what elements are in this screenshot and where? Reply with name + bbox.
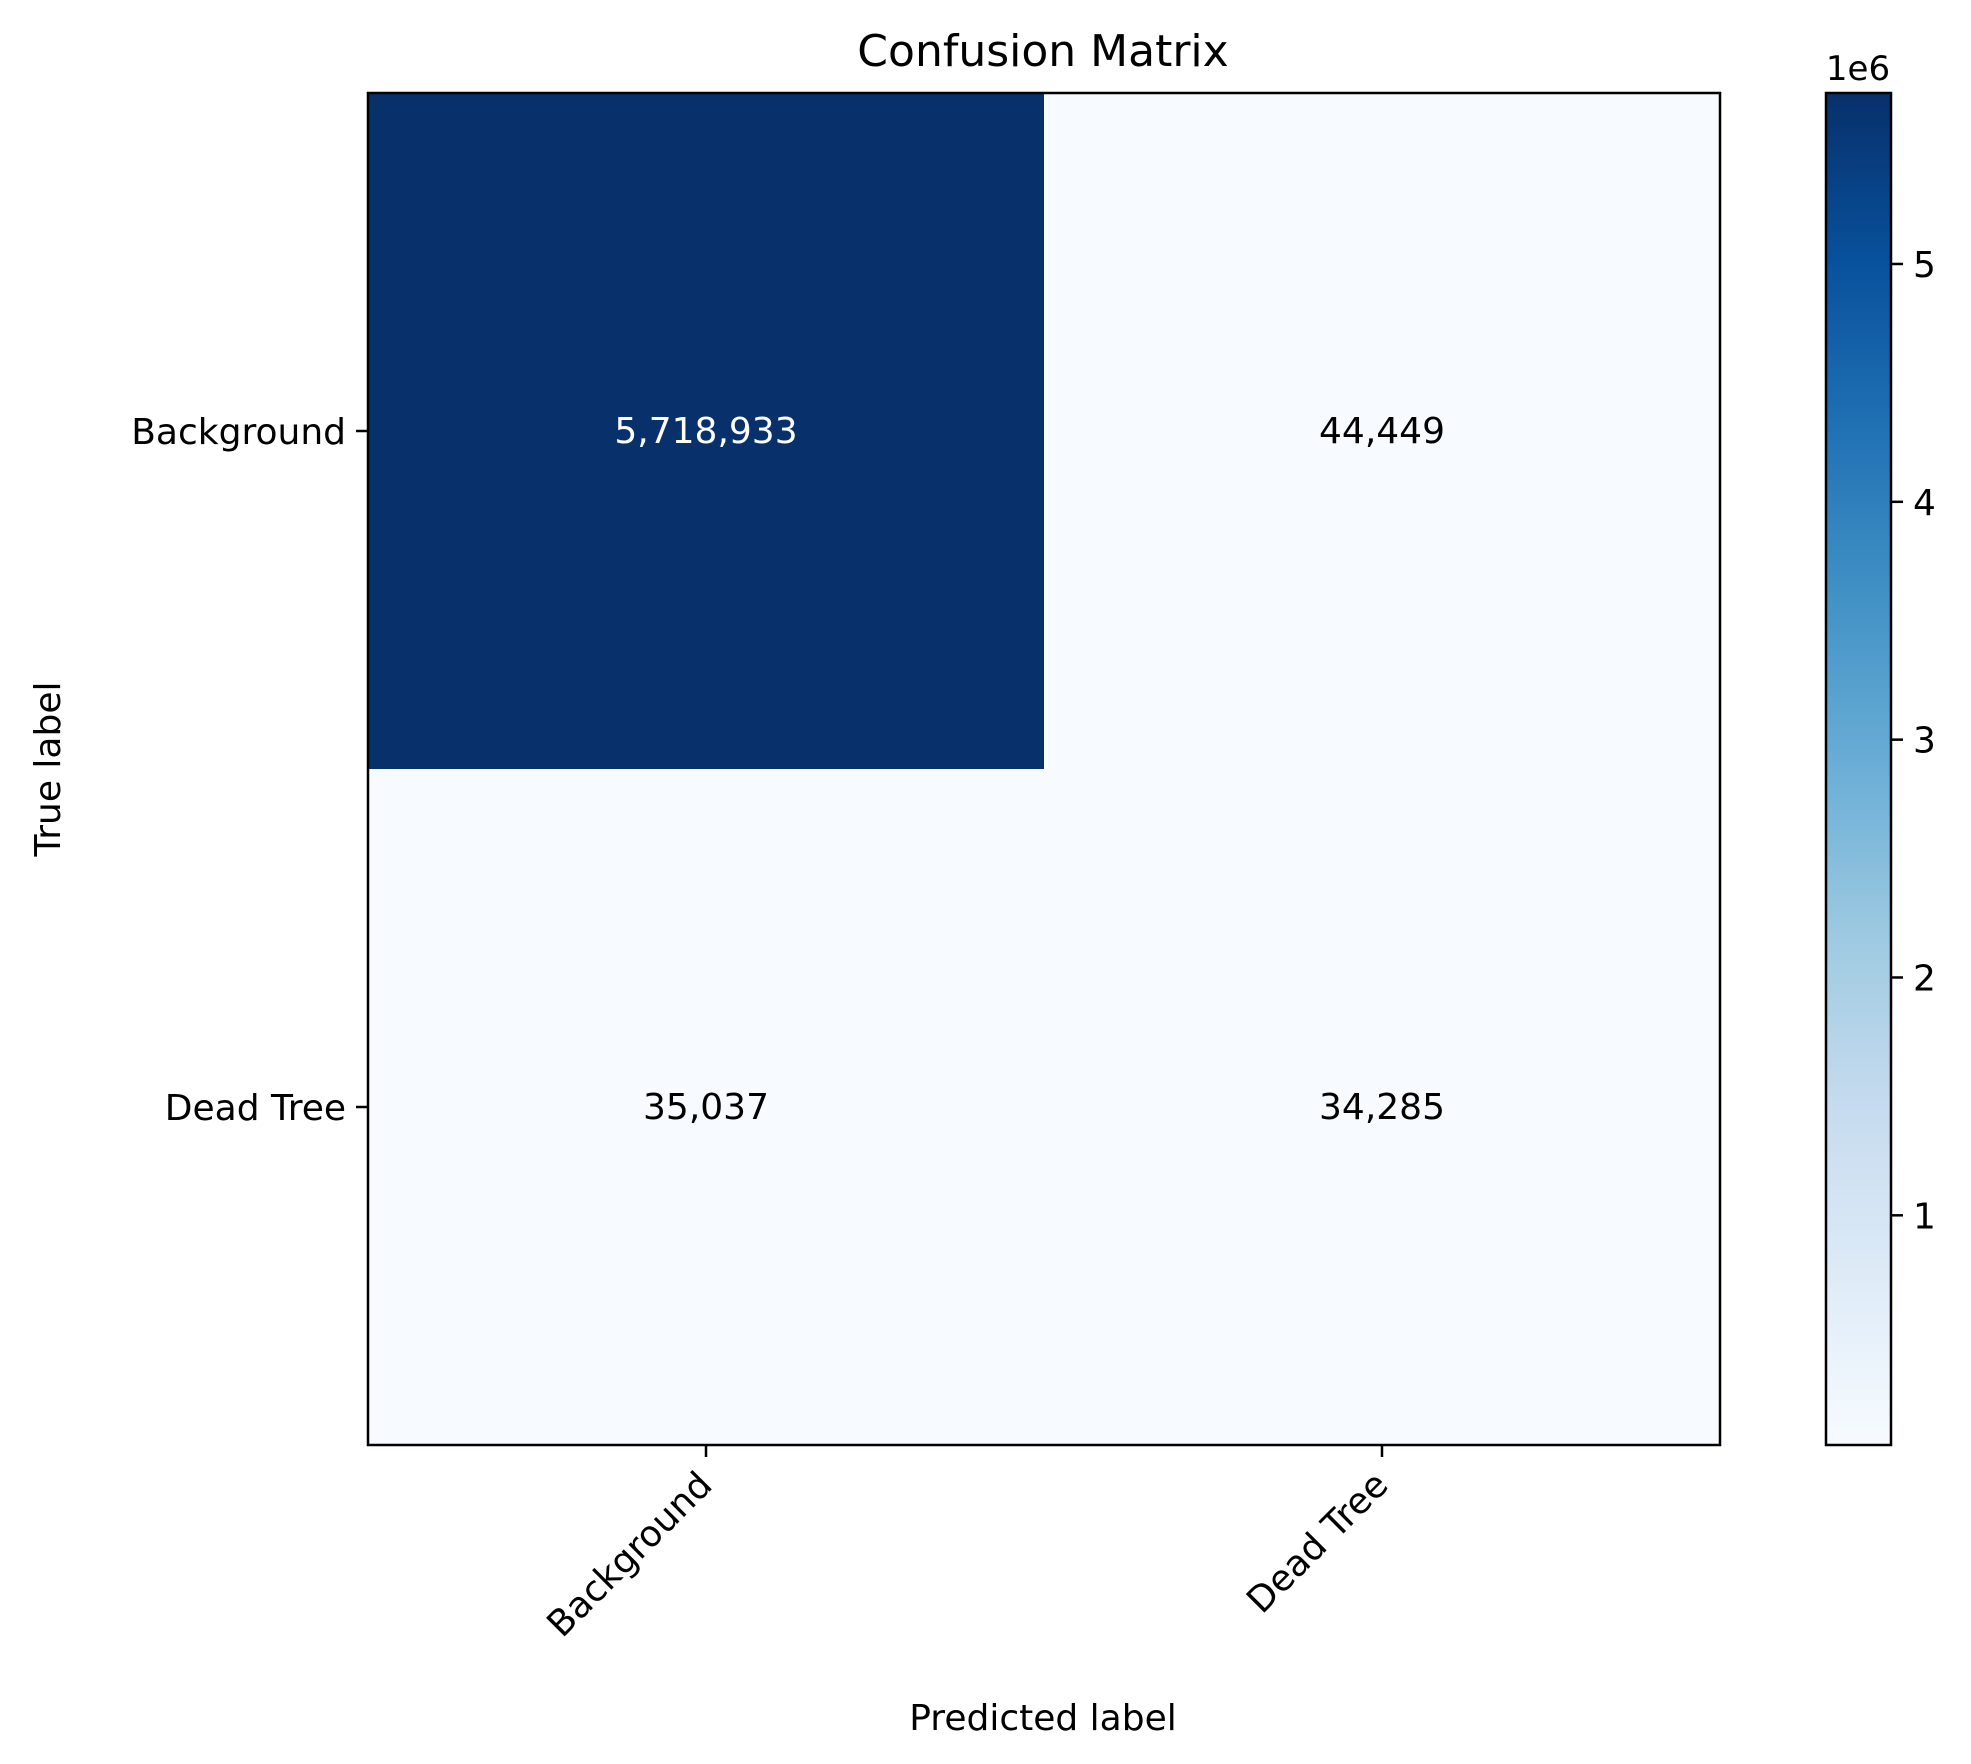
colorbar-ticks: 1 2 3 4 5 [1891, 245, 1936, 1237]
cell-value-label: 35,037 [643, 1087, 769, 1128]
colorbar-tick-label: 4 [1913, 483, 1936, 524]
colorbar-scale-label: 1e6 [1826, 49, 1890, 89]
colorbar-tick-label: 1 [1913, 1196, 1936, 1237]
matrix-cell [1044, 93, 1720, 769]
matrix-cells [368, 93, 1720, 1445]
y-axis-label: True label [28, 682, 69, 858]
matrix-cell [368, 93, 1044, 769]
chart-title: Confusion Matrix [857, 26, 1228, 77]
x-axis-ticks: Background Dead Tree [539, 1445, 1396, 1645]
colorbar-tick-label: 3 [1913, 721, 1936, 762]
cell-value-label: 34,285 [1319, 1087, 1445, 1128]
colorbar [1824, 91, 1893, 1447]
plot-frame [366, 91, 1722, 1447]
cell-value-label: 44,449 [1319, 411, 1445, 452]
x-tick-label: Dead Tree [1239, 1464, 1396, 1621]
x-axis-label: Predicted label [909, 1698, 1177, 1739]
matrix-cell-labels: 5,718,933 44,449 35,037 34,285 [614, 411, 1445, 1128]
cell-value-label: 5,718,933 [614, 411, 797, 452]
matrix-cell [1044, 769, 1720, 1445]
colorbar-tick-label: 2 [1913, 958, 1936, 999]
colorbar-tick-label: 5 [1913, 245, 1936, 286]
x-tick-label: Background [539, 1464, 720, 1645]
y-axis-ticks: Background Dead Tree [131, 412, 368, 1129]
y-tick-label: Background [131, 412, 346, 453]
matrix-cell [368, 769, 1044, 1445]
y-tick-label: Dead Tree [165, 1088, 346, 1129]
